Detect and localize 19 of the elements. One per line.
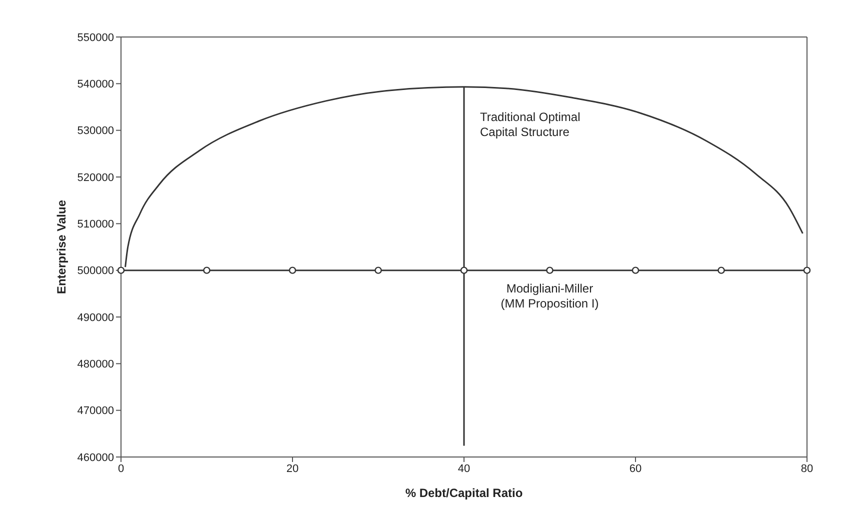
y-tick-label: 470000 [77,405,114,418]
x-tick-label: 60 [629,462,642,475]
y-axis-title: Enterprise Value [54,200,68,294]
y-tick-label: 510000 [77,218,114,231]
x-tick-label: 20 [286,462,299,475]
y-tick-label: 460000 [77,452,114,464]
y-tick-label: 550000 [77,32,114,44]
x-tick-label: 80 [800,462,814,475]
annotation: Modigliani-Miller (MM Proposition I) [500,281,599,310]
y-tick-label: 530000 [77,125,114,138]
y-tick-label: 520000 [77,172,114,184]
x-tick-label: 40 [458,462,470,475]
y-tick-label: 540000 [77,78,114,91]
y-tick-label: 480000 [77,358,114,371]
y-tick-label: 490000 [77,312,114,324]
annotation: Traditional Optimal Capital Structure [480,110,580,139]
x-tick-label: 0 [118,462,124,475]
y-tick-label: 500000 [77,265,114,278]
x-axis-title: % Debt/Capital Ratio [405,486,523,500]
